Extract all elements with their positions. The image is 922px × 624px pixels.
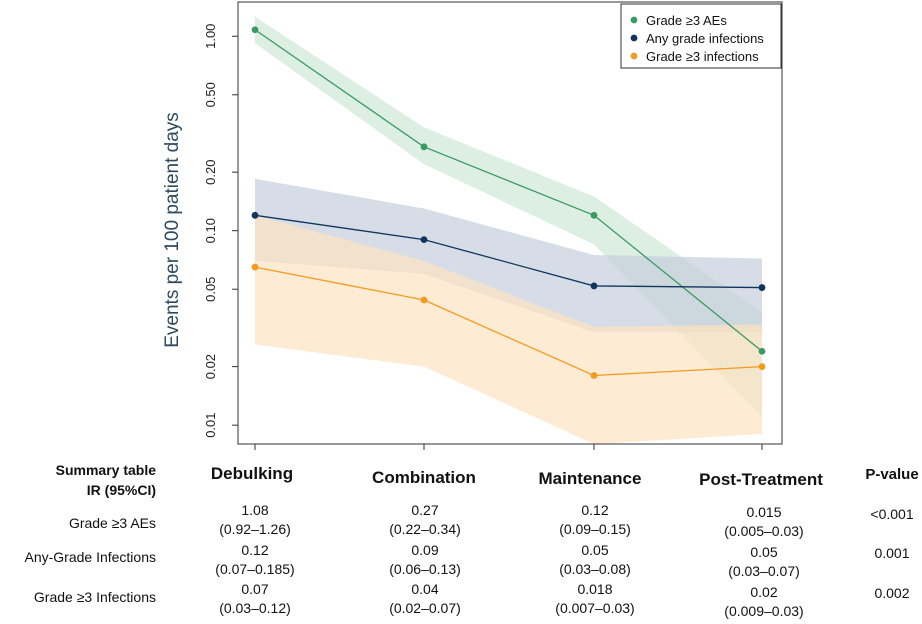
cell-ci: (0.007–0.03) bbox=[555, 600, 635, 616]
cell-ci: (0.06–0.13) bbox=[389, 561, 461, 577]
table-title-line2: IR (95%CI) bbox=[86, 482, 156, 498]
series-line-0 bbox=[254, 29, 763, 352]
cell-value: 0.05 bbox=[581, 542, 609, 558]
cell-ci: (0.02–0.07) bbox=[389, 600, 461, 616]
cell-value: 0.018 bbox=[577, 581, 613, 597]
cell-value: 0.12 bbox=[241, 542, 269, 558]
table-title: Summary table IR (95%CI) bbox=[0, 460, 156, 500]
data-point bbox=[420, 296, 428, 304]
legend-box bbox=[620, 3, 782, 69]
cell-value: 1.08 bbox=[241, 502, 269, 518]
y-tick-label: 0.01 bbox=[203, 412, 218, 437]
cell-value: 0.09 bbox=[411, 542, 439, 558]
series-points bbox=[251, 26, 766, 379]
legend-marker bbox=[630, 52, 638, 60]
table-cell: 0.07 (0.03–0.12) bbox=[190, 580, 320, 618]
table-cell: 0.12 (0.09–0.15) bbox=[530, 501, 660, 539]
legend-entry: Grade ≥3 AEs bbox=[646, 13, 727, 28]
x-axis-ticks bbox=[254, 444, 763, 450]
y-tick-label: 0.20 bbox=[203, 160, 218, 185]
y-tick-label: 1.00 bbox=[203, 24, 218, 49]
legend-marker bbox=[630, 16, 638, 24]
cell-ci: (0.92–1.26) bbox=[219, 521, 291, 537]
data-point bbox=[758, 363, 766, 371]
data-point bbox=[251, 263, 259, 271]
column-header-debulking: Debulking bbox=[210, 464, 294, 483]
cell-ci: (0.07–0.185) bbox=[215, 561, 295, 577]
column-header-maintenance: Maintenance bbox=[538, 469, 642, 488]
table-cell: 0.05 (0.03–0.07) bbox=[699, 543, 829, 581]
series-line-1 bbox=[254, 214, 763, 289]
table-cell: 0.27 (0.22–0.34) bbox=[360, 501, 490, 539]
series-line-2 bbox=[254, 266, 763, 377]
cell-value: 0.05 bbox=[750, 544, 778, 560]
incidence-line-chart: 0.01 0.02 0.05 0.10 0.20 0.50 1.00 Events per … bbox=[162, 1, 783, 450]
y-tick-label: 0.50 bbox=[203, 82, 218, 107]
series-lines bbox=[254, 29, 763, 377]
y-axis: 0.01 0.02 0.05 0.10 0.20 0.50 1.00 bbox=[203, 24, 238, 438]
cell-ci: (0.03–0.12) bbox=[219, 600, 291, 616]
cell-ci: (0.09–0.15) bbox=[559, 521, 631, 537]
data-point bbox=[251, 211, 259, 219]
cell-value: 0.02 bbox=[750, 584, 778, 600]
ci-band-series-1 bbox=[255, 178, 762, 333]
data-point bbox=[590, 372, 598, 379]
data-point bbox=[420, 236, 428, 243]
table-cell: 0.04 (0.02–0.07) bbox=[360, 580, 490, 618]
table-cell: 0.015 (0.005–0.03) bbox=[699, 503, 829, 541]
cell-ci: (0.03–0.07) bbox=[728, 563, 800, 579]
row-label-grade3-infections: Grade ≥3 Infections bbox=[33, 589, 156, 605]
data-point bbox=[590, 211, 598, 219]
data-point bbox=[590, 282, 598, 290]
row-label-grade3-aes: Grade ≥3 AEs bbox=[68, 515, 156, 531]
data-point bbox=[758, 347, 766, 355]
row-pvalue: <0.001 bbox=[870, 506, 914, 522]
table-cell: 0.05 (0.03–0.08) bbox=[530, 541, 660, 579]
data-point bbox=[758, 284, 766, 291]
row-pvalue: 0.001 bbox=[874, 545, 910, 561]
cell-value: 0.07 bbox=[241, 581, 269, 597]
data-point bbox=[251, 26, 259, 34]
table-cell: 0.12 (0.07–0.185) bbox=[190, 541, 320, 579]
legend-marker bbox=[630, 34, 638, 42]
cell-ci: (0.005–0.03) bbox=[724, 523, 804, 539]
cell-value: 0.015 bbox=[746, 504, 782, 520]
cell-value: 0.04 bbox=[411, 581, 439, 597]
y-tick-label: 0.02 bbox=[203, 354, 218, 379]
table-cell: 1.08 (0.92–1.26) bbox=[190, 501, 320, 539]
cell-value: 0.27 bbox=[411, 502, 439, 518]
ci-band-series-2 bbox=[255, 215, 762, 444]
column-header-post-treatment: Post-Treatment bbox=[699, 470, 823, 489]
row-label-any-grade-infections: Any-Grade Infections bbox=[24, 549, 156, 565]
y-tick-label: 0.05 bbox=[203, 277, 218, 302]
column-header-combination: Combination bbox=[372, 468, 476, 487]
cell-value: 0.12 bbox=[581, 502, 609, 518]
y-tick-label: 0.10 bbox=[203, 218, 218, 243]
row-pvalue: 0.002 bbox=[874, 585, 910, 601]
data-point bbox=[420, 143, 428, 151]
table-cell: 0.09 (0.06–0.13) bbox=[360, 541, 490, 579]
legend-entry: Grade ≥3 infections bbox=[646, 49, 759, 64]
pvalue-header: P-value bbox=[865, 466, 919, 483]
table-cell: 0.02 (0.009–0.03) bbox=[699, 583, 829, 621]
plot-frame bbox=[237, 1, 783, 445]
cell-ci: (0.009–0.03) bbox=[724, 603, 804, 619]
cell-ci: (0.03–0.08) bbox=[559, 561, 631, 577]
legend-entry: Any grade infections bbox=[646, 31, 764, 46]
y-axis-label: Events per 100 patient days bbox=[162, 112, 183, 348]
table-title-line1: Summary table bbox=[55, 462, 156, 478]
legend: Grade ≥3 AEs Any grade infections Grade ≥3… bbox=[620, 3, 782, 69]
cell-ci: (0.22–0.34) bbox=[389, 521, 461, 537]
table-cell: 0.018 (0.007–0.03) bbox=[530, 580, 660, 618]
